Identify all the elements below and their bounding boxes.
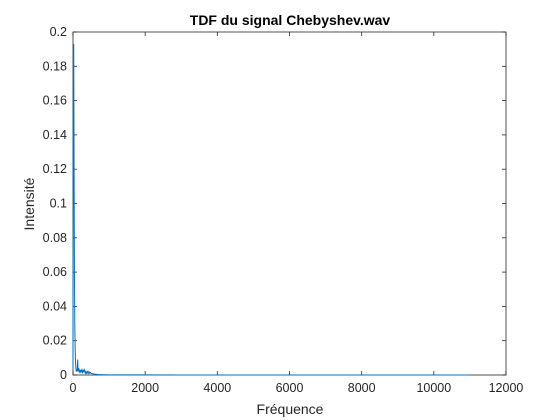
x-tick-label: 2000 (131, 381, 159, 395)
y-tick-label: 0.2 (50, 25, 67, 39)
x-tick-label: 0 (70, 381, 77, 395)
x-tick-label: 12000 (489, 381, 524, 395)
y-tick-label: 0.12 (43, 162, 67, 176)
chart-title: TDF du signal Chebyshev.wav (190, 12, 391, 28)
y-tick-label: 0 (60, 368, 67, 382)
x-axis-label: Fréquence (257, 401, 324, 417)
y-tick-label: 0.14 (43, 128, 67, 142)
y-tick-label: 0.16 (43, 94, 67, 108)
axes-box (72, 31, 507, 376)
y-tick-label: 0.04 (43, 299, 67, 313)
y-tick-label: 0.02 (43, 334, 67, 348)
x-tick-label: 8000 (348, 381, 376, 395)
x-tick-label: 10000 (416, 381, 451, 395)
x-tick-label: 4000 (203, 381, 231, 395)
y-axis-label: Intensité (21, 177, 37, 230)
plot-area: 0 2000 4000 6000 8000 10000 12000 0 0.02 0.04 0.06… (43, 25, 524, 395)
x-tick-label: 6000 (276, 381, 304, 395)
y-tick-label: 0.18 (43, 59, 67, 73)
series-line (72, 43, 470, 376)
y-tick-label: 0.08 (43, 231, 67, 245)
y-tick-label: 0.1 (50, 197, 67, 211)
y-tick-label: 0.06 (43, 265, 67, 279)
